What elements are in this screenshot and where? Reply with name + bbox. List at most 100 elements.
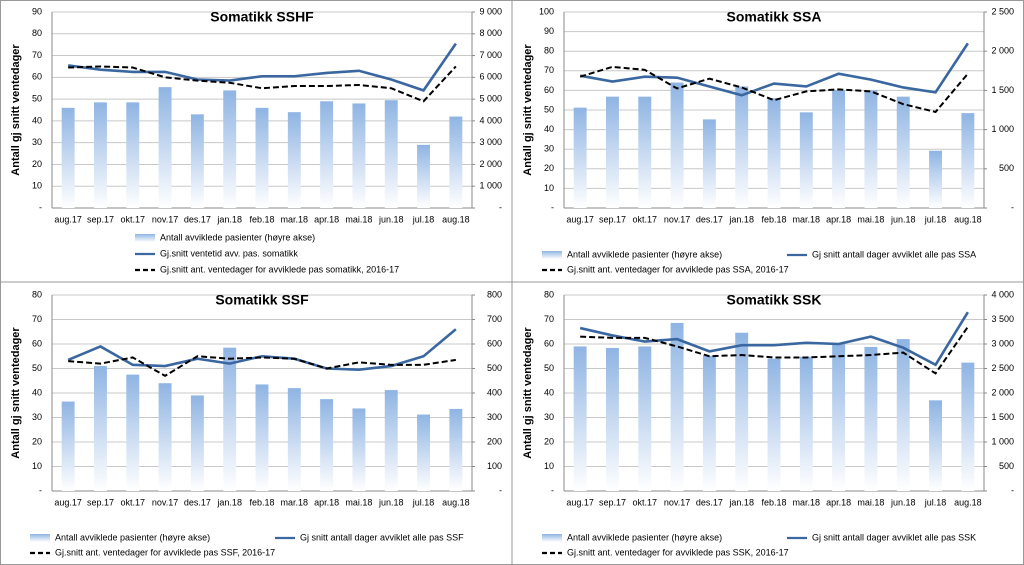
x-tick-label: jul.18 <box>412 497 435 507</box>
y2-tick-label: 2 000 <box>991 387 1014 397</box>
y2-tick-label: 200 <box>487 436 502 446</box>
y-tick-label: 20 <box>544 436 554 446</box>
y2-tick-label: 500 <box>999 461 1014 471</box>
x-tick-label: des.17 <box>696 497 723 507</box>
legend-swatch <box>135 234 155 242</box>
x-tick-label: okt.17 <box>121 214 146 224</box>
legend-label: Gj.snitt ant. ventedager for avviklede p… <box>160 264 399 274</box>
y-tick-label: 40 <box>544 387 554 397</box>
x-tick-label: jun.18 <box>378 214 404 224</box>
legend-swatch <box>542 534 562 542</box>
chart-title: Somatikk SSF <box>215 292 309 308</box>
legend-label: Antall avviklede pasienter (høyre akse) <box>567 532 722 542</box>
y2-tick-label: 400 <box>487 387 502 397</box>
x-tick-label: aug.18 <box>954 214 982 224</box>
y-tick-label: 30 <box>32 137 42 147</box>
legend-label: Gj snitt antall dager avviklet alle pas … <box>812 532 976 542</box>
x-tick-label: jul.18 <box>924 497 947 507</box>
x-tick-label: aug.17 <box>566 214 594 224</box>
x-tick-label: sep.17 <box>599 497 626 507</box>
bar <box>320 399 334 491</box>
y2-tick-label: 4 000 <box>991 289 1014 299</box>
bar <box>702 355 716 491</box>
legend-label: Antall avviklede pasienter (høyre akse) <box>55 532 210 542</box>
legend-label: Gj snitt antall dager avviklet alle pas … <box>300 532 464 542</box>
x-tick-label: jan.18 <box>216 497 242 507</box>
y2-tick-label: 500 <box>999 163 1014 173</box>
y-tick-label: 80 <box>32 289 42 299</box>
x-tick-label: feb.18 <box>249 497 274 507</box>
y-tick-label: 50 <box>32 93 42 103</box>
bar <box>384 100 398 208</box>
line <box>67 42 457 92</box>
x-tick-label: mar.18 <box>281 214 309 224</box>
y-tick-label: 40 <box>544 124 554 134</box>
y-tick-label: - <box>39 485 42 495</box>
bar <box>61 401 75 491</box>
bar <box>126 374 140 491</box>
bar <box>94 102 107 208</box>
legend-label: Antall avviklede pasienter (høyre akse) <box>567 249 722 259</box>
y-tick-label: 30 <box>544 412 554 422</box>
x-tick-label: des.17 <box>184 497 211 507</box>
x-tick-label: apr.18 <box>314 497 339 507</box>
x-tick-label: mar.18 <box>793 497 821 507</box>
y2-tick-label: 500 <box>487 363 502 373</box>
bar <box>929 400 942 491</box>
bar <box>223 347 237 491</box>
bar <box>573 107 587 208</box>
y-tick-label: 10 <box>32 461 42 471</box>
y2-tick-label: 5 000 <box>479 93 502 103</box>
bar <box>896 96 910 208</box>
y2-tick-label: - <box>1011 202 1014 212</box>
legend-swatch <box>542 251 562 259</box>
y-tick-label: 70 <box>32 314 42 324</box>
bar <box>638 346 652 491</box>
y-tick-label: 50 <box>32 363 42 373</box>
x-tick-label: jul.18 <box>924 214 947 224</box>
bar <box>449 408 463 491</box>
bar <box>670 322 684 491</box>
bar <box>287 112 301 208</box>
y-tick-label: 10 <box>544 183 554 193</box>
y2-tick-label: 3 000 <box>479 137 502 147</box>
line <box>579 65 969 114</box>
y-tick-label: 60 <box>544 85 554 95</box>
y-tick-label: 100 <box>539 6 554 16</box>
y-axis-title: Antall gj snitt ventedager <box>522 44 534 176</box>
y2-tick-label: 6 000 <box>479 72 502 82</box>
x-tick-label: feb.18 <box>249 214 274 224</box>
line <box>580 326 969 375</box>
legend-label: Antall avviklede pasienter (høyre akse) <box>160 232 315 242</box>
y2-tick-label: 1 500 <box>991 85 1014 95</box>
y-tick-label: 60 <box>32 338 42 348</box>
x-tick-label: feb.18 <box>761 497 786 507</box>
legend-swatch <box>30 534 50 542</box>
y2-tick-label: 1 000 <box>479 181 502 191</box>
bar <box>94 366 107 491</box>
x-tick-label: mai.18 <box>857 497 884 507</box>
legend-label: Gj snitt antall dager avviklet alle pas … <box>812 249 976 259</box>
bar <box>961 362 975 491</box>
x-tick-label: jan.18 <box>728 497 754 507</box>
y2-tick-label: - <box>499 485 502 495</box>
y2-tick-label: 1 000 <box>991 436 1014 446</box>
x-tick-label: jan.18 <box>216 214 242 224</box>
bar <box>929 150 942 208</box>
bar <box>158 87 172 208</box>
x-tick-label: sep.17 <box>599 214 626 224</box>
chart-title: Somatikk SSHF <box>210 9 314 25</box>
bar <box>449 116 463 208</box>
bar <box>961 113 975 208</box>
chart-title: Somatikk SSK <box>727 292 822 308</box>
x-tick-label: sep.17 <box>87 214 114 224</box>
y2-tick-label: 3 000 <box>991 338 1014 348</box>
x-tick-label: okt.17 <box>633 214 658 224</box>
y-tick-label: 80 <box>544 46 554 56</box>
y-axis-title: Antall gj snitt ventedager <box>522 327 534 459</box>
y-tick-label: 10 <box>32 181 42 191</box>
bar <box>573 346 587 491</box>
y2-tick-label: - <box>1011 485 1014 495</box>
x-tick-label: jan.18 <box>728 214 754 224</box>
bar <box>61 107 75 208</box>
